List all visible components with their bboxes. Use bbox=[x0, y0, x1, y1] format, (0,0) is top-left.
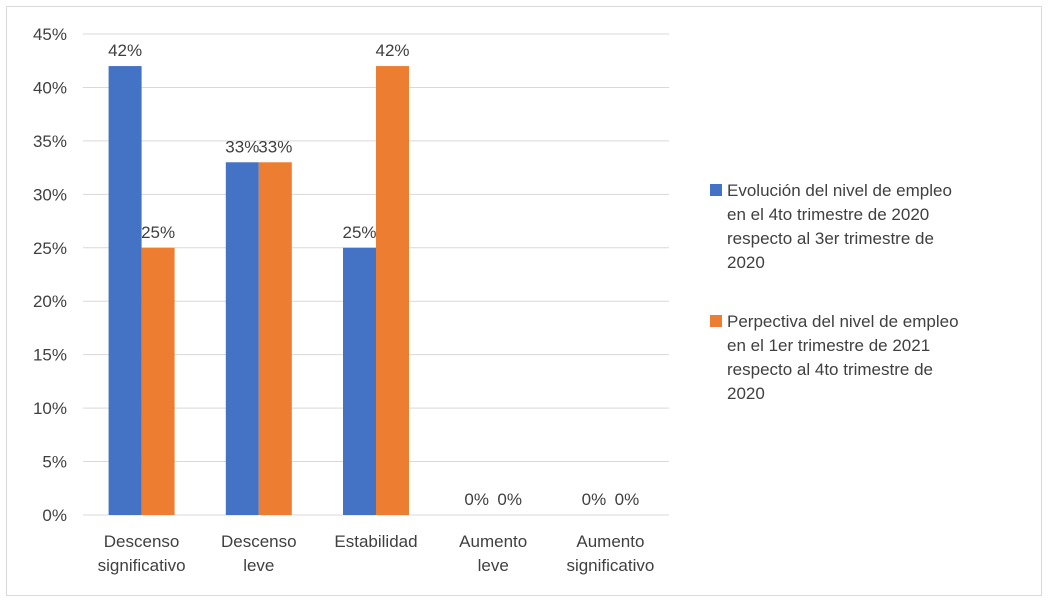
data-label: 0% bbox=[497, 490, 522, 509]
bar bbox=[225, 162, 259, 515]
legend: Evolución del nivel de empleo en el 4to t… bbox=[710, 181, 959, 403]
chart-frame: 0% 5% 10% 15% 20% 25% 30% 35% 40% 45% 42% 33% 25% 0%… bbox=[6, 6, 1042, 596]
data-label: 0% bbox=[464, 490, 489, 509]
bars bbox=[108, 66, 409, 516]
y-tick-label: 10% bbox=[33, 399, 67, 418]
y-tick-label: 0% bbox=[42, 506, 67, 525]
bar-chart: 0%5%10%15%20%25%30%35%40%45% 42%33%25%0%… bbox=[33, 25, 959, 575]
data-labels: 42% 33% 25% 0% 0% 25% 33% 42% 0% 0% bbox=[108, 41, 639, 509]
legend-entry: Perpectiva del nivel de empleo en el 1er … bbox=[727, 312, 959, 403]
bar bbox=[141, 247, 175, 515]
data-label: 0% bbox=[615, 490, 640, 509]
category-label: Descenso leve bbox=[221, 532, 297, 575]
y-tick-label: 35% bbox=[33, 132, 67, 151]
data-label: 25% bbox=[342, 223, 376, 242]
y-tick-label: 40% bbox=[33, 78, 67, 97]
bar bbox=[258, 162, 292, 515]
y-tick-label: 45% bbox=[33, 25, 67, 44]
data-label: 0% bbox=[582, 490, 607, 509]
bar bbox=[376, 66, 409, 516]
legend-entry: Evolución del nivel de empleo en el 4to t… bbox=[727, 181, 952, 272]
category-label: Aumento significativo bbox=[566, 532, 654, 575]
data-label: 42% bbox=[375, 41, 409, 60]
x-axis: Descenso significativo Descenso leve Estabil… bbox=[98, 532, 655, 575]
data-label: 33% bbox=[225, 137, 259, 156]
y-tick-label: 30% bbox=[33, 185, 67, 204]
data-label: 33% bbox=[258, 137, 292, 156]
y-tick-label: 25% bbox=[33, 239, 67, 258]
y-tick-label: 5% bbox=[42, 453, 67, 472]
y-tick-label: 20% bbox=[33, 292, 67, 311]
legend-swatch bbox=[710, 315, 722, 327]
legend-swatch bbox=[710, 184, 722, 196]
bar bbox=[343, 247, 376, 515]
category-label: Descenso significativo bbox=[98, 532, 186, 575]
y-axis: 0% 5% 10% 15% 20% 25% 30% 35% 40% 45% bbox=[33, 25, 67, 525]
data-label: 25% bbox=[141, 223, 175, 242]
category-label: Estabilidad bbox=[334, 532, 417, 551]
bar bbox=[108, 66, 142, 516]
category-label: Aumento leve bbox=[459, 532, 527, 575]
data-label: 42% bbox=[108, 41, 142, 60]
y-tick-label: 15% bbox=[33, 346, 67, 365]
